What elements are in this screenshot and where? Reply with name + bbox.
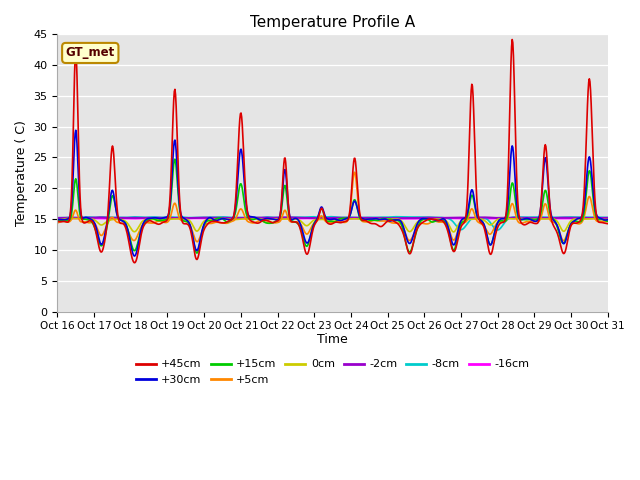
-16cm — [113, 216, 121, 221]
Line: -2cm: -2cm — [58, 217, 608, 218]
-8cm — [530, 214, 538, 220]
+30cm — [54, 216, 61, 222]
-8cm — [604, 215, 612, 220]
0cm — [113, 216, 121, 222]
-8cm — [54, 215, 61, 220]
+30cm — [131, 253, 138, 259]
-8cm — [289, 214, 296, 220]
+30cm — [114, 215, 122, 220]
+5cm — [530, 218, 538, 224]
-8cm — [493, 227, 501, 233]
+45cm — [113, 208, 121, 214]
Y-axis label: Temperature ( C): Temperature ( C) — [15, 120, 28, 226]
-8cm — [196, 215, 204, 220]
0cm — [445, 222, 453, 228]
+15cm — [54, 218, 61, 224]
Line: +15cm: +15cm — [58, 159, 608, 253]
+15cm — [198, 230, 205, 236]
+15cm — [447, 237, 454, 243]
+5cm — [351, 169, 358, 175]
Line: +30cm: +30cm — [58, 130, 608, 256]
-16cm — [604, 215, 612, 221]
+15cm — [530, 217, 538, 223]
Line: -16cm: -16cm — [58, 218, 608, 219]
0cm — [468, 216, 476, 222]
0cm — [289, 216, 296, 222]
-2cm — [196, 215, 204, 221]
+30cm — [290, 216, 298, 222]
0cm — [54, 217, 61, 223]
-8cm — [113, 215, 121, 220]
-8cm — [446, 216, 454, 222]
-2cm — [604, 215, 612, 221]
+5cm — [54, 220, 61, 226]
-2cm — [54, 215, 61, 221]
+30cm — [447, 233, 454, 239]
+30cm — [604, 217, 612, 223]
-16cm — [446, 216, 454, 221]
-2cm — [387, 216, 395, 221]
Legend: +45cm, +30cm, +15cm, +5cm, 0cm, -2cm, -8cm, -16cm: +45cm, +30cm, +15cm, +5cm, 0cm, -2cm, -8… — [131, 355, 534, 389]
Line: +45cm: +45cm — [58, 39, 608, 263]
+45cm — [604, 221, 612, 227]
0cm — [530, 216, 538, 222]
-2cm — [282, 215, 289, 220]
-2cm — [289, 215, 297, 220]
+15cm — [113, 213, 121, 218]
+45cm — [197, 238, 205, 243]
-8cm — [326, 214, 334, 219]
+15cm — [604, 218, 612, 224]
+5cm — [289, 219, 297, 225]
-2cm — [113, 215, 121, 221]
X-axis label: Time: Time — [317, 333, 348, 346]
-16cm — [529, 216, 537, 221]
-2cm — [447, 215, 454, 221]
+5cm — [469, 207, 477, 213]
+30cm — [198, 228, 205, 234]
+15cm — [469, 194, 477, 200]
Line: -8cm: -8cm — [58, 216, 608, 230]
+5cm — [113, 219, 121, 225]
0cm — [604, 216, 612, 222]
-16cm — [468, 216, 476, 221]
+30cm — [72, 127, 79, 133]
-16cm — [401, 216, 409, 222]
+15cm — [171, 156, 179, 162]
+5cm — [193, 239, 201, 245]
+5cm — [447, 231, 454, 237]
-16cm — [196, 216, 204, 221]
Text: GT_met: GT_met — [66, 47, 115, 60]
Title: Temperature Profile A: Temperature Profile A — [250, 15, 415, 30]
+30cm — [469, 189, 477, 195]
0cm — [449, 229, 457, 235]
+45cm — [446, 236, 454, 242]
-2cm — [469, 215, 477, 221]
+5cm — [604, 219, 612, 225]
0cm — [516, 216, 524, 221]
Line: 0cm: 0cm — [58, 218, 608, 232]
+5cm — [197, 230, 205, 236]
+45cm — [289, 219, 297, 225]
-16cm — [54, 216, 61, 221]
+45cm — [54, 218, 61, 224]
-8cm — [468, 216, 476, 221]
+45cm — [530, 220, 538, 226]
+15cm — [290, 219, 298, 225]
+45cm — [131, 260, 138, 265]
+45cm — [468, 83, 476, 89]
+30cm — [530, 218, 538, 224]
+45cm — [508, 36, 516, 42]
Line: +5cm: +5cm — [58, 172, 608, 242]
-2cm — [530, 215, 538, 221]
-16cm — [289, 216, 296, 221]
0cm — [196, 223, 204, 229]
+15cm — [193, 250, 201, 256]
